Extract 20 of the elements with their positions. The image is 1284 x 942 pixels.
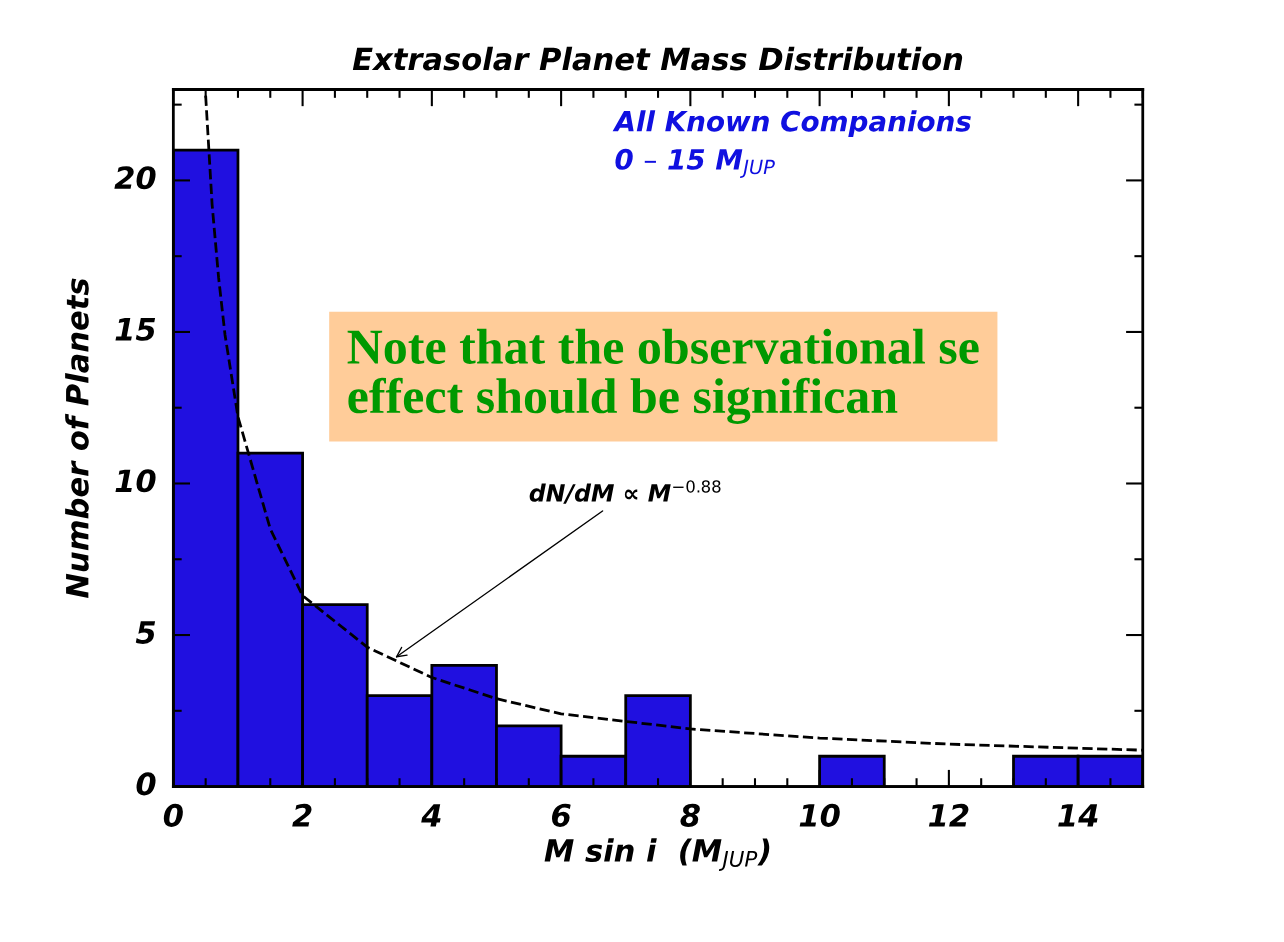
y-axis-title: Number of Planets [65,278,89,598]
x-tick-label: 6 [552,803,571,827]
y-tick-label: 20 [114,166,156,190]
x-axis-title: M sin i (M$_{JUP}$) [544,838,770,871]
x-tick-label: 10 [799,803,840,827]
annotation: dN/dM ∝ M$^{−0.88}$ [529,480,721,504]
annotation: All Known Companions [612,110,971,138]
x-tick-label: 14 [1058,804,1098,827]
x-tick-label: 4 [421,804,441,827]
chart-title: Extrasolar Planet Mass Distribution [352,46,963,71]
annotation: 0 – 15 M$_{JUP}$ [615,148,775,178]
y-tick-label: 15 [115,318,156,341]
x-tick-label: 0 [163,803,183,827]
y-tick-label: 5 [135,621,156,644]
annotation: Note that the observational se effect should be significan [347,328,979,424]
x-tick-label: 8 [680,803,700,827]
y-tick-label: 0 [136,772,156,796]
x-tick-label: 2 [292,803,312,827]
y-tick-label: 10 [115,469,156,493]
x-tick-label: 12 [928,803,969,827]
